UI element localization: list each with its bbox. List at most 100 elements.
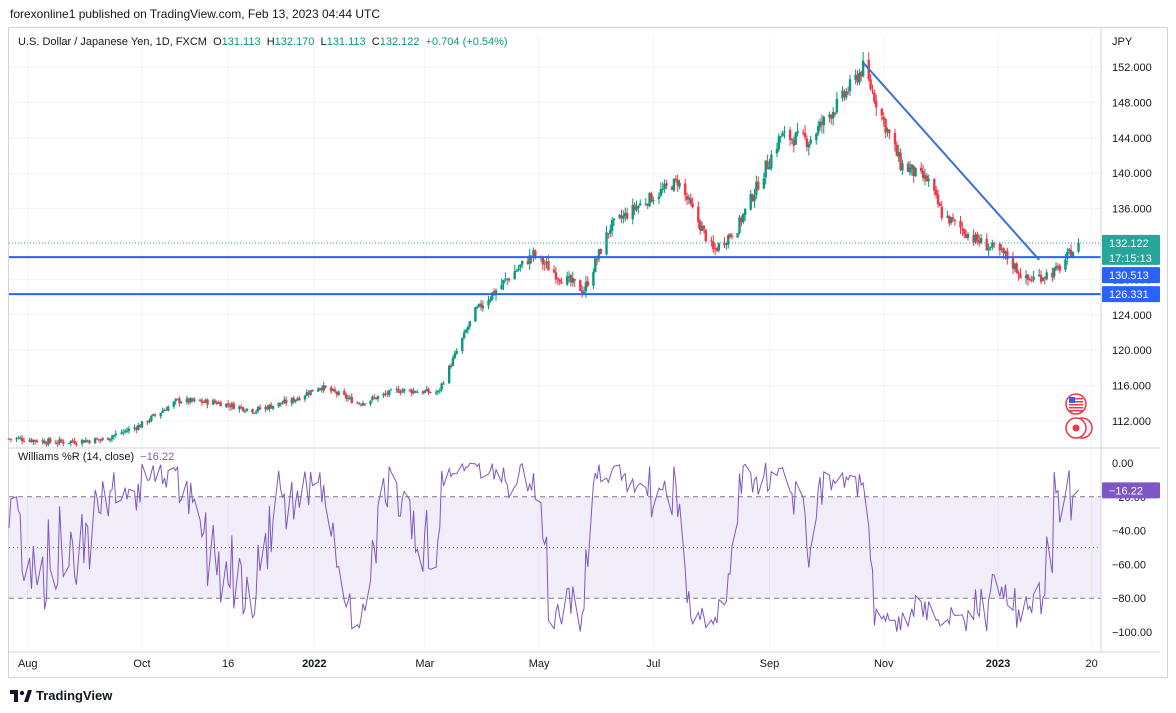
williams-tick-label: −60.00 — [1112, 559, 1146, 571]
candle-body — [1015, 263, 1018, 274]
candle-body — [698, 221, 702, 231]
candle-body — [163, 409, 166, 412]
candle — [558, 278, 561, 286]
candle-body — [215, 402, 219, 405]
candle-body — [318, 388, 322, 390]
candle — [579, 279, 582, 292]
candle-body — [783, 131, 786, 133]
candle-body — [492, 291, 496, 295]
level-lower-tag — [1102, 286, 1160, 303]
candle-body — [882, 116, 885, 120]
candle-body — [1024, 275, 1028, 278]
candle-body — [219, 402, 222, 407]
candle — [416, 389, 419, 393]
candle-body — [213, 400, 217, 403]
candle — [71, 438, 74, 444]
candle — [198, 399, 202, 402]
candle — [464, 328, 468, 334]
candle-body — [1041, 278, 1045, 281]
candle-body — [1030, 280, 1033, 282]
candle-body — [738, 217, 741, 234]
candle-body — [343, 391, 346, 395]
candle — [908, 161, 912, 176]
candle — [742, 213, 745, 225]
candle — [172, 400, 176, 409]
candle — [174, 398, 177, 405]
candle-body — [1069, 249, 1073, 258]
candle — [979, 234, 983, 244]
candle-body — [648, 192, 651, 207]
symbol-label: U.S. Dollar / Japanese Yen, 1D, FXCM — [18, 36, 207, 48]
candle-body — [277, 402, 280, 407]
candle — [1026, 273, 1030, 286]
candle-body — [951, 217, 955, 220]
candle-body — [914, 167, 917, 177]
candle-body — [582, 291, 586, 293]
candle-body — [815, 133, 818, 141]
candle-body — [481, 305, 485, 309]
candle-body — [946, 216, 949, 218]
candle-body — [846, 91, 850, 93]
candle-body — [62, 441, 65, 444]
candle-body — [618, 214, 621, 218]
candle — [476, 304, 479, 309]
candle — [552, 265, 556, 273]
candle-body — [504, 278, 507, 280]
candle-body — [82, 440, 86, 443]
candle — [241, 406, 245, 413]
williams-tick-label: 0.00 — [1112, 458, 1133, 470]
candle — [180, 401, 183, 404]
candle — [665, 180, 668, 190]
candle — [20, 434, 24, 445]
candle-body — [189, 398, 192, 403]
candle-body — [245, 408, 249, 411]
candle-body — [180, 402, 183, 404]
williams-value-tag — [1102, 482, 1160, 499]
last-price-tag — [1102, 234, 1160, 265]
candle-body — [1039, 275, 1043, 282]
candle-body — [337, 391, 340, 395]
candle — [783, 125, 786, 139]
candle — [318, 387, 322, 391]
candle — [309, 390, 312, 396]
candle-body — [794, 132, 797, 145]
candle — [217, 400, 220, 405]
candle-body — [1043, 277, 1047, 279]
candle-body — [487, 300, 490, 306]
candle-body — [376, 396, 380, 400]
candle-body — [715, 248, 719, 252]
candle — [294, 399, 297, 404]
candle-body — [554, 272, 558, 280]
candle — [45, 441, 48, 447]
candle — [429, 391, 432, 394]
candle-body — [854, 74, 857, 80]
candle-body — [138, 425, 142, 428]
candle-body — [369, 400, 372, 405]
candle — [594, 255, 597, 273]
candle-body — [569, 275, 573, 283]
candle — [974, 232, 977, 245]
open-label: O — [213, 36, 222, 48]
change-value: +0.704 (+0.54%) — [425, 36, 508, 48]
candle-body — [624, 212, 627, 217]
candle — [805, 135, 809, 152]
candle — [966, 232, 970, 241]
candle-body — [161, 410, 164, 413]
candle-body — [388, 390, 391, 396]
candle — [219, 400, 222, 407]
candle-body — [766, 161, 769, 169]
candle-body — [204, 399, 207, 403]
candle — [736, 232, 739, 238]
candle — [178, 396, 181, 407]
candle-body — [779, 136, 782, 138]
candle — [146, 420, 149, 426]
candle — [777, 133, 781, 153]
candle — [80, 438, 84, 447]
candle-body — [453, 353, 456, 359]
candle-body — [99, 439, 102, 441]
candle — [1037, 268, 1041, 277]
candlestick-series — [7, 52, 1080, 447]
footer-brand[interactable]: TradingView — [10, 688, 112, 703]
candle-body — [713, 248, 717, 250]
